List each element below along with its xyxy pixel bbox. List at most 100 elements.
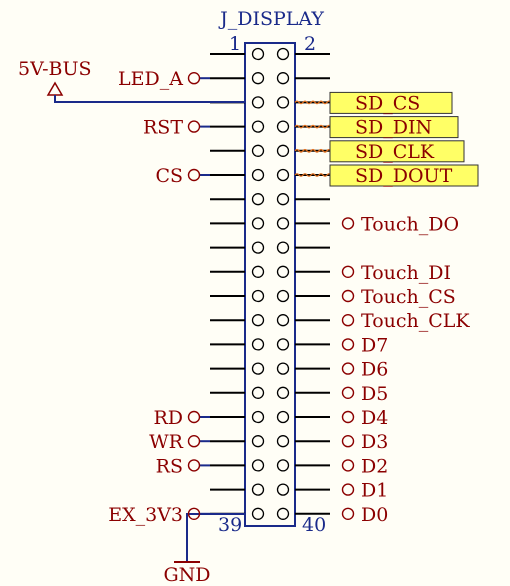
component-designator: J_DISPLAY <box>218 8 324 30</box>
pin-circle-right <box>276 144 290 157</box>
pin-circle-right <box>276 338 290 351</box>
pin-circle-right <box>276 96 290 109</box>
port-connector-icon <box>341 362 355 375</box>
pin-number-last-left: 39 <box>218 514 242 536</box>
left-port-label: RD <box>153 407 183 429</box>
pin-stubs <box>210 53 330 515</box>
pin-circle-right <box>276 193 290 206</box>
pin-circle-right <box>276 362 290 375</box>
right-port-label: D4 <box>361 407 388 429</box>
port-connector-icon <box>341 217 355 230</box>
right-port-label: D7 <box>361 334 388 356</box>
right-port-label: D0 <box>361 504 388 526</box>
connector-body <box>244 42 296 527</box>
ground-label: GND <box>163 564 210 586</box>
pin-circle-left <box>251 241 265 254</box>
port-connector-icon <box>341 435 355 448</box>
pin-number-last-right: 40 <box>302 514 326 536</box>
pin-circle-left <box>251 459 265 472</box>
power-5v-bus: 5V-BUS <box>18 58 245 103</box>
port-connector-icon <box>341 289 355 303</box>
pin-circle-left <box>251 314 265 327</box>
right-port-labels: Touch_DOTouch_DITouch_CSTouch_CLKD7D6D5D… <box>341 213 470 526</box>
power-wire <box>54 95 245 103</box>
port-connector-icon <box>187 435 201 448</box>
ground-wire <box>186 513 245 562</box>
right-port-label: D1 <box>361 480 388 502</box>
right-port-label: D5 <box>361 383 388 405</box>
pin-circle-right <box>276 483 290 496</box>
pin-circle-left <box>251 168 265 182</box>
pin-circle-right <box>276 217 290 230</box>
port-connector-icon <box>187 410 201 424</box>
pin-circle-left <box>251 338 265 351</box>
sd-net-label-box <box>329 164 479 187</box>
pin-circle-right <box>276 507 290 520</box>
pin-circle-right <box>276 459 290 472</box>
pin-circle-right <box>276 314 290 327</box>
port-connector-icon <box>341 386 355 399</box>
pin-circle-left <box>251 72 265 85</box>
port-connector-icon <box>187 71 201 85</box>
left-port-label: LED_A <box>118 68 183 90</box>
left-port-label: CS <box>155 165 183 187</box>
port-connector-icon <box>341 459 355 472</box>
pin-circle-left <box>251 144 265 157</box>
sd-net-label: SD_CLK <box>355 141 435 163</box>
pin-circle-right <box>276 241 290 254</box>
sd-net-wire <box>294 124 332 129</box>
port-connector-icon <box>341 483 355 496</box>
port-connector-icon <box>187 120 201 133</box>
pin-circle-right <box>276 386 290 399</box>
pin-circle-right <box>276 410 290 424</box>
pin-circle-left <box>251 265 265 278</box>
sd-net-label-box <box>329 91 453 114</box>
pin-circle-right <box>276 265 290 278</box>
left-port-label: RST <box>143 117 183 139</box>
ground-symbol: GND <box>163 513 245 586</box>
pin-circle-left <box>251 410 265 424</box>
pin-circle-right <box>276 47 290 61</box>
pin-number-first-right: 2 <box>304 33 316 55</box>
right-port-label: D6 <box>361 359 388 381</box>
pin-circle-left <box>251 362 265 375</box>
pin-circle-right <box>276 72 290 85</box>
right-port-label: Touch_DI <box>361 262 451 284</box>
pin-circle-left <box>251 507 265 520</box>
port-connector-icon <box>187 168 201 182</box>
port-connector-icon <box>187 507 201 520</box>
sd-net-label: SD_CS <box>355 92 420 114</box>
right-port-label: D2 <box>361 455 388 477</box>
sd-net-wire <box>294 100 332 105</box>
pin-circle-right <box>276 435 290 448</box>
sd-net-label: SD_DIN <box>355 117 432 139</box>
sd-net-wire <box>294 148 332 153</box>
pin-number-first-left: 1 <box>229 33 241 55</box>
left-port-label: WR <box>149 431 184 453</box>
pin-circle-left <box>251 483 265 496</box>
left-port-label: RS <box>156 455 183 477</box>
pin-circle-right <box>276 120 290 133</box>
sd-net-label-box <box>329 116 459 139</box>
power-arrow-icon <box>46 81 64 96</box>
pin-circle-right <box>276 168 290 182</box>
power-bus-label: 5V-BUS <box>18 58 91 80</box>
right-port-label: Touch_DO <box>361 213 459 235</box>
pin-circle-left <box>251 47 265 61</box>
pin-circle-left <box>251 120 265 133</box>
pin-circle-left <box>251 217 265 230</box>
port-connector-icon <box>341 338 355 351</box>
pin-circle-left <box>251 96 265 109</box>
port-connector-icon <box>187 459 201 472</box>
sd-net-wire <box>294 173 332 177</box>
right-port-label: Touch_CLK <box>361 310 470 332</box>
pin-circle-left <box>251 435 265 448</box>
pin-circle-left <box>251 193 265 206</box>
sd-net-label: SD_DOUT <box>355 165 453 187</box>
port-connector-icon <box>341 507 355 520</box>
sd-net-label-box <box>329 140 465 163</box>
port-connector-icon <box>341 410 355 424</box>
